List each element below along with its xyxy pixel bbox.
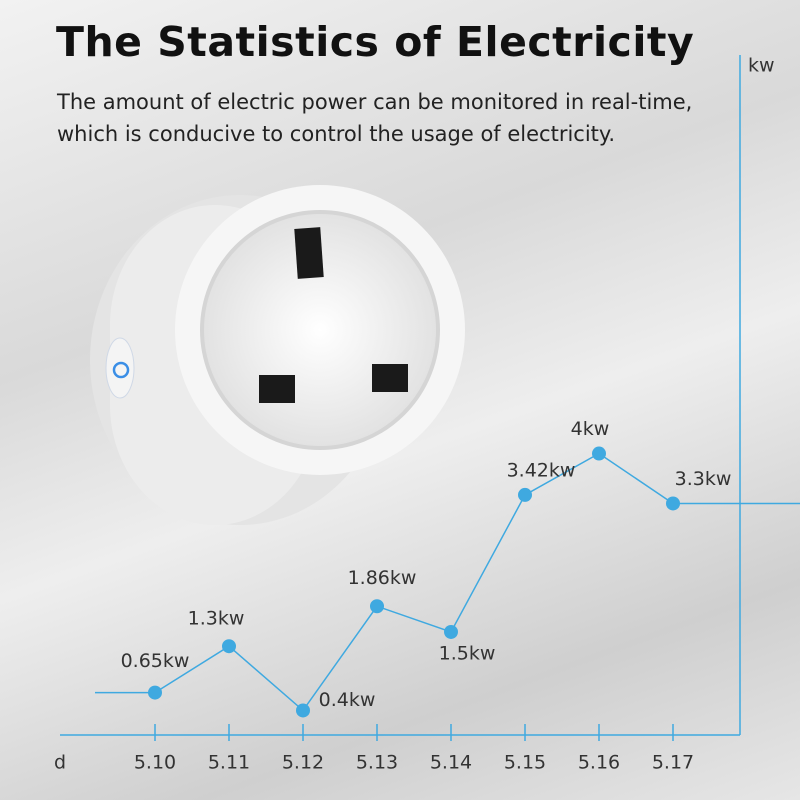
x-tick-label: 5.15 xyxy=(504,752,546,774)
data-label: 0.65kw xyxy=(121,650,190,672)
data-point xyxy=(444,624,458,639)
data-label: 3.42kw xyxy=(507,459,576,481)
data-point xyxy=(296,703,310,718)
data-point xyxy=(592,446,606,461)
subtitle: The amount of electric power can be moni… xyxy=(57,90,693,146)
data-label: 1.5kw xyxy=(439,642,496,664)
data-label: 1.86kw xyxy=(348,567,417,589)
data-point xyxy=(666,496,680,511)
x-tick-label: 5.10 xyxy=(134,752,176,774)
data-point xyxy=(148,685,162,700)
smart-plug xyxy=(90,185,465,525)
data-label: 0.4kw xyxy=(319,689,376,711)
data-line xyxy=(154,452,674,712)
x-tick-label: 5.17 xyxy=(652,752,694,774)
x-tick-label: 5.14 xyxy=(430,752,472,774)
x-tick-label: 5.16 xyxy=(578,752,620,774)
x-tick-label: 5.11 xyxy=(208,752,250,774)
x-tick-label: 5.13 xyxy=(356,752,398,774)
data-label: 1.3kw xyxy=(188,608,245,630)
data-label: 3.3kw xyxy=(675,468,732,490)
y-axis-label: kw xyxy=(748,55,775,77)
data-point xyxy=(518,487,532,502)
data-point xyxy=(222,639,236,654)
data-label: 4kw xyxy=(571,418,610,440)
x-axis-label: d xyxy=(54,752,66,774)
title: The Statistics of Electricity xyxy=(56,18,695,66)
data-point xyxy=(370,599,384,614)
x-tick-label: 5.12 xyxy=(282,752,324,774)
